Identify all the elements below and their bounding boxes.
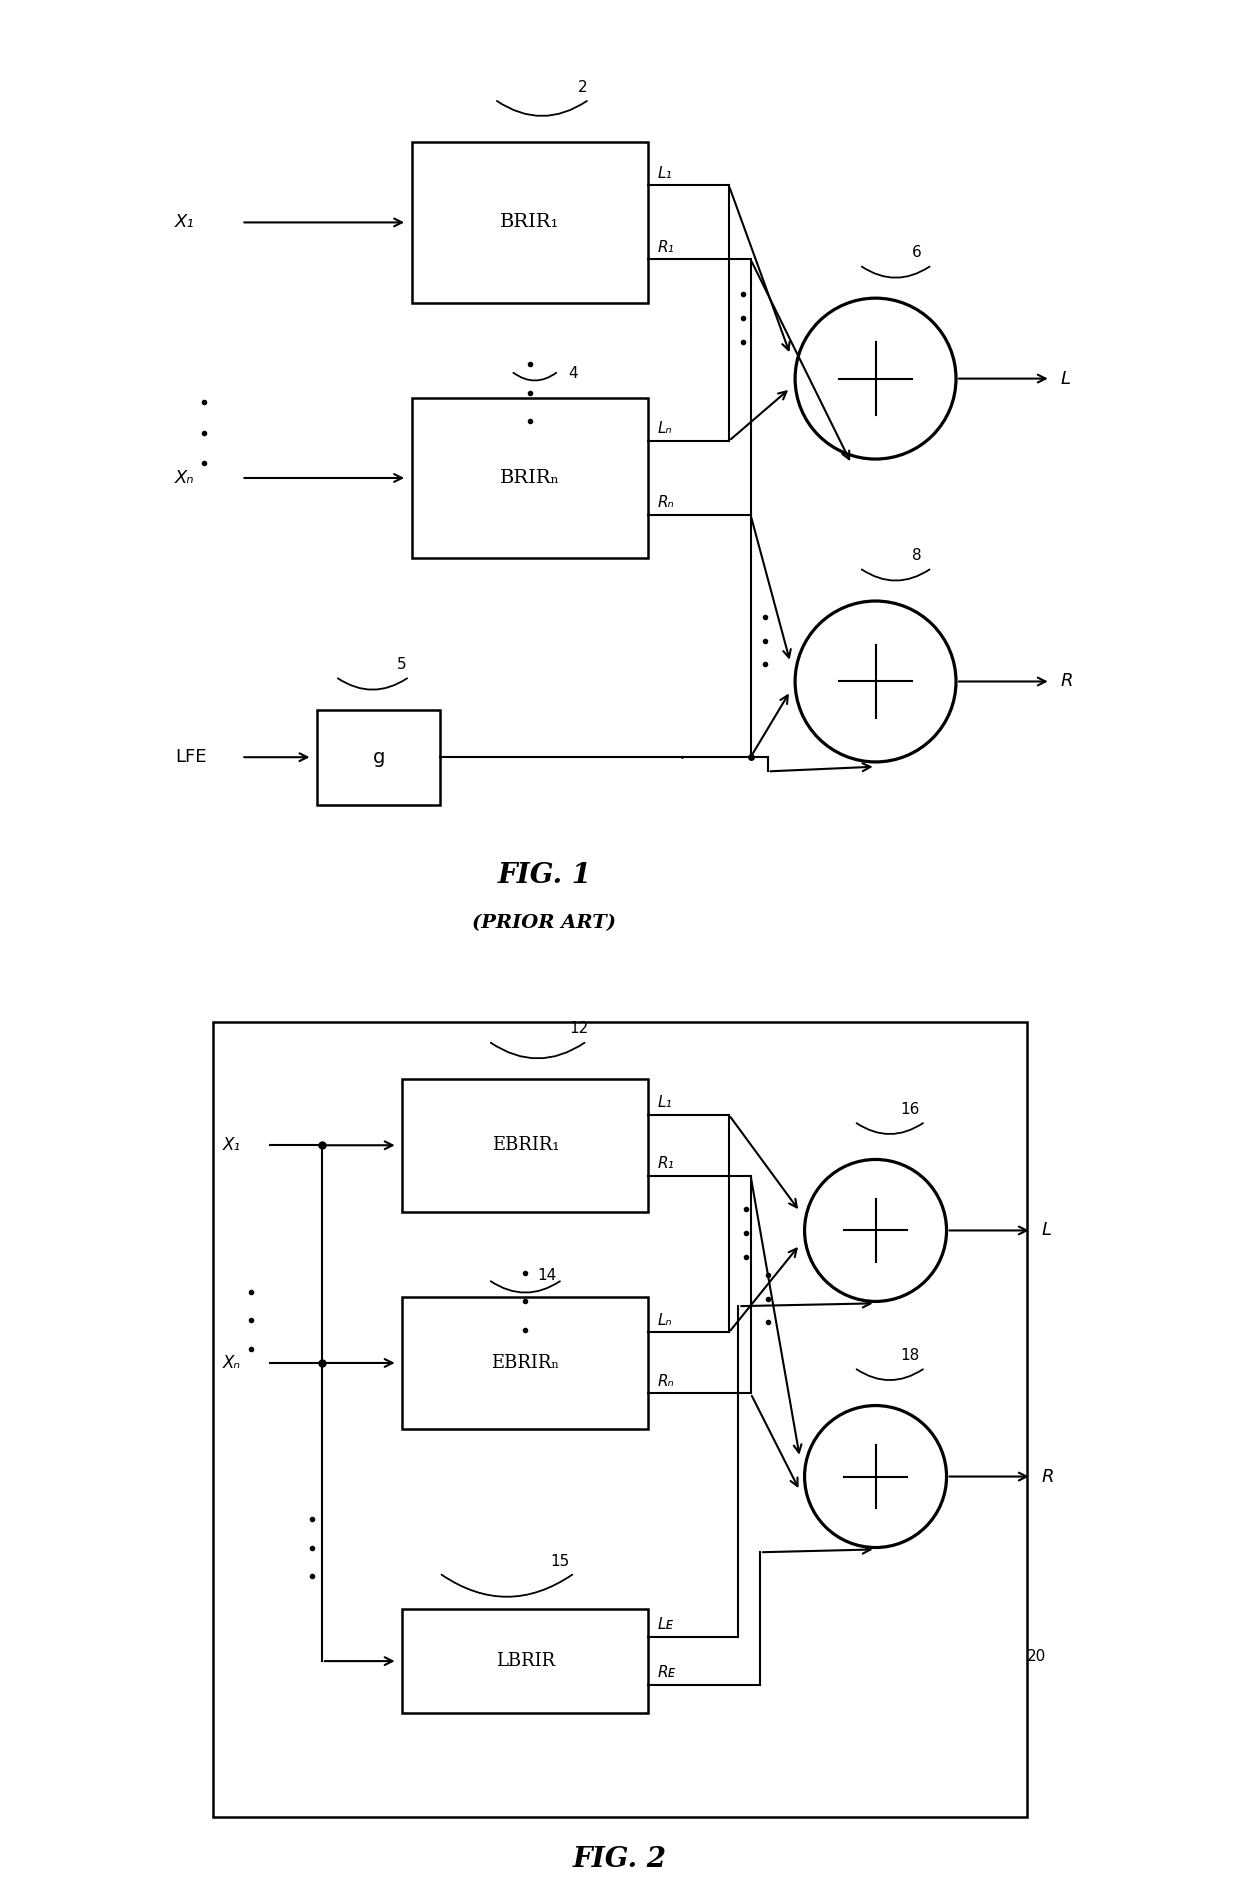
Text: Rᴇ: Rᴇ <box>658 1666 676 1681</box>
Text: 5: 5 <box>397 657 407 672</box>
Bar <box>402 1609 649 1713</box>
Text: 18: 18 <box>900 1348 920 1363</box>
Text: L: L <box>1060 369 1070 388</box>
Text: L₁: L₁ <box>658 1094 672 1109</box>
Text: 8: 8 <box>911 549 921 564</box>
Text: FIG. 2: FIG. 2 <box>573 1846 667 1874</box>
Text: R: R <box>1042 1467 1054 1486</box>
Text: FIG. 1: FIG. 1 <box>497 861 591 890</box>
Text: R₁: R₁ <box>658 1157 675 1172</box>
Bar <box>402 1079 649 1212</box>
Circle shape <box>805 1405 946 1548</box>
Text: EBRIRₙ: EBRIRₙ <box>491 1353 559 1372</box>
Text: Lₙ: Lₙ <box>658 422 672 435</box>
Text: g: g <box>372 748 384 767</box>
Text: LFE: LFE <box>175 748 207 767</box>
Text: 15: 15 <box>551 1554 569 1569</box>
Text: Xₙ: Xₙ <box>175 469 195 487</box>
Circle shape <box>795 600 956 763</box>
Text: R: R <box>1060 672 1073 691</box>
Text: R₁: R₁ <box>658 240 675 256</box>
Text: Lₙ: Lₙ <box>658 1312 672 1327</box>
Text: 14: 14 <box>538 1268 557 1283</box>
Circle shape <box>795 297 956 458</box>
Text: X₁: X₁ <box>175 214 195 231</box>
Text: Xₙ: Xₙ <box>222 1353 241 1372</box>
Text: LBRIR: LBRIR <box>496 1653 556 1670</box>
Text: BRIRₙ: BRIRₙ <box>500 469 560 487</box>
Text: Rₙ: Rₙ <box>658 1374 675 1389</box>
Text: BRIR₁: BRIR₁ <box>501 214 559 231</box>
Bar <box>213 1022 1027 1817</box>
Text: 4: 4 <box>568 367 578 380</box>
Bar <box>317 710 440 805</box>
Text: 2: 2 <box>578 80 587 95</box>
Text: L₁: L₁ <box>658 167 672 180</box>
Text: (PRIOR ART): (PRIOR ART) <box>472 914 616 931</box>
Text: 16: 16 <box>900 1102 920 1117</box>
Text: 12: 12 <box>569 1022 589 1037</box>
Circle shape <box>805 1159 946 1302</box>
Text: L: L <box>1042 1221 1052 1240</box>
Text: Rₙ: Rₙ <box>658 496 675 511</box>
Bar <box>412 398 649 558</box>
Bar <box>402 1297 649 1429</box>
Text: X₁: X₁ <box>222 1136 241 1155</box>
Text: EBRIR₁: EBRIR₁ <box>491 1136 559 1155</box>
Text: Lᴇ: Lᴇ <box>658 1617 673 1632</box>
Text: 20: 20 <box>1027 1649 1047 1664</box>
Text: 6: 6 <box>911 246 921 259</box>
Bar <box>412 142 649 303</box>
